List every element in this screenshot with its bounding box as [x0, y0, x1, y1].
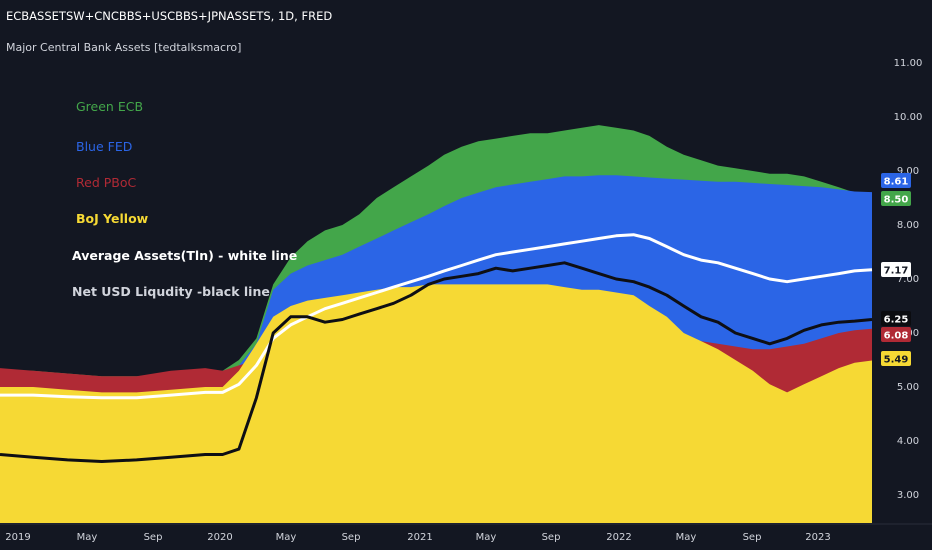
legend-entry-1: Green ECB: [76, 99, 143, 114]
x-tick-label: May: [77, 532, 98, 543]
last-value-badges: 8.61 8.50 7.17 6.25 6.08 5.49: [881, 173, 911, 366]
last-value-badge: 8.50: [884, 195, 909, 206]
x-axis: 2019 May Sep 2020 May Sep 2021 May Sep 2022 May Sep…: [0, 523, 932, 543]
x-tick-label: Sep: [542, 532, 561, 543]
plot-area[interactable]: [0, 125, 873, 524]
last-value-badge-bg: [881, 262, 911, 277]
last-value-badge: 6.25: [884, 315, 909, 326]
last-value-badge: 8.61: [884, 177, 909, 188]
x-tick-label: May: [476, 532, 497, 543]
y-tick-label: 7.00: [897, 274, 919, 285]
y-tick-label: 5.00: [897, 382, 919, 393]
last-value-badge: 5.49: [884, 355, 909, 366]
net-usd-liquidity-line[interactable]: [0, 261, 873, 463]
y-tick-label: 9.00: [897, 166, 919, 177]
last-value-badge: 7.17: [884, 266, 909, 277]
last-value-badge-bg: [881, 173, 911, 188]
x-tick-label: 2021: [407, 532, 432, 543]
legend-entry-6: Net USD Liqudity -black line: [72, 284, 270, 299]
last-value-badge-bg: [881, 351, 911, 366]
x-tick-label: May: [276, 532, 297, 543]
y-tick-label: 11.00: [894, 58, 923, 69]
last-value-badge-bg: [881, 327, 911, 342]
legend-entry-3: Red PBoC: [76, 175, 136, 190]
boj-area[interactable]: [0, 284, 872, 523]
y-tick-label: 8.00: [897, 220, 919, 231]
legend: Green ECB Blue FED Red PBoC BoJ Yellow Avera…: [72, 99, 297, 299]
x-tick-label: Sep: [144, 532, 163, 543]
x-tick-label: 2019: [5, 532, 30, 543]
x-tick-label: 2022: [606, 532, 631, 543]
x-tick-label: 2020: [207, 532, 232, 543]
x-tick-label: May: [676, 532, 697, 543]
last-value-badge: 6.08: [884, 331, 909, 342]
x-tick-label: Sep: [743, 532, 762, 543]
y-tick-label: 4.00: [897, 436, 919, 447]
indicator-title[interactable]: Major Central Bank Assets [tedtalksmacro…: [6, 41, 242, 54]
legend-entry-5: Average Assets(Tln) - white line: [72, 248, 297, 263]
y-tick-label: 10.00: [894, 112, 923, 123]
legend-entry-4: BoJ Yellow: [76, 211, 149, 226]
last-value-badge-bg: [881, 311, 911, 326]
legend-entry-2: Blue FED: [76, 139, 132, 154]
x-tick-label: 2023: [805, 532, 830, 543]
last-value-badge-bg: [881, 191, 911, 206]
y-tick-label: 3.00: [897, 490, 919, 501]
chart-symbol-title: ECBASSETSW+CNCBBS+USCBBS+JPNASSETS, 1D, …: [6, 9, 333, 23]
average-assets-line[interactable]: [0, 233, 873, 400]
x-tick-label: Sep: [342, 532, 361, 543]
